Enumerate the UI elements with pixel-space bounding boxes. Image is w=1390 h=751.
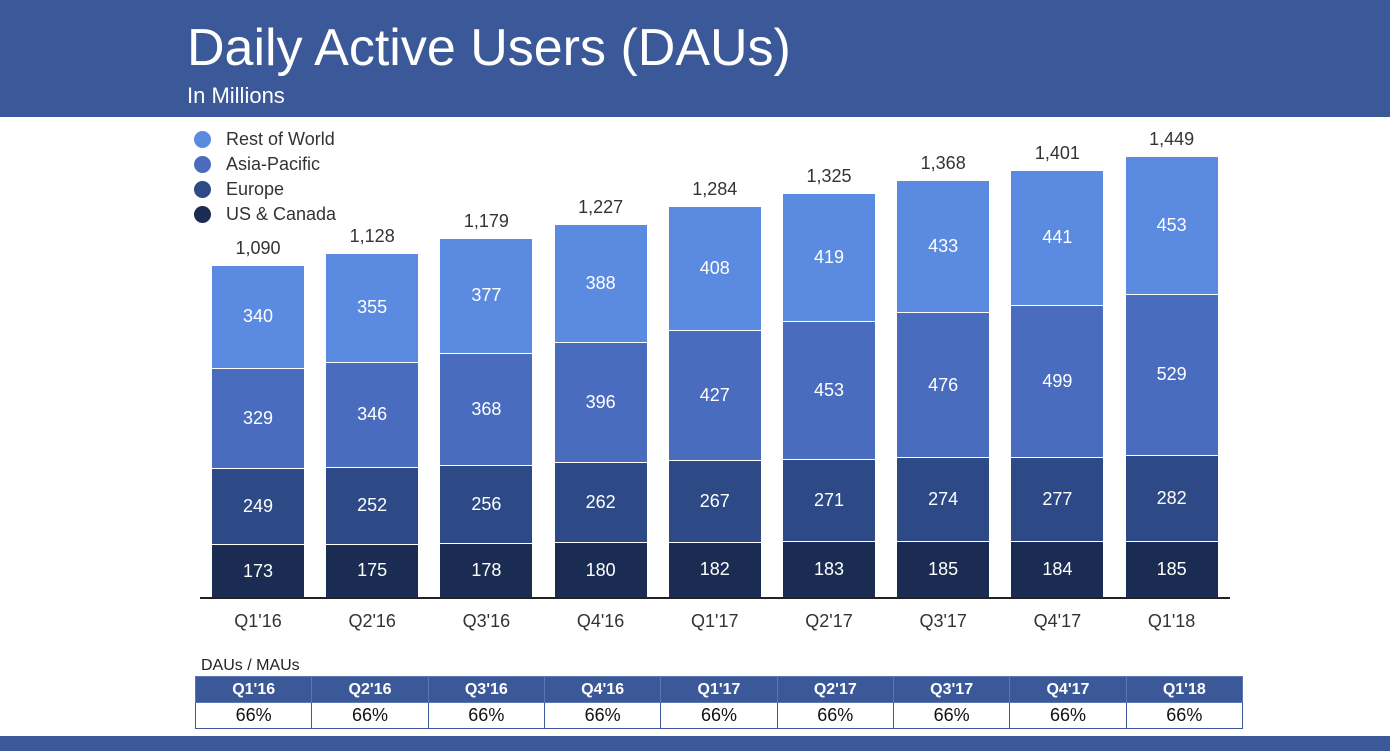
table-value-cell: 66% [892,702,1011,729]
bar-segment: 178 [440,542,533,597]
bar-total-label: 1,401 [1034,143,1080,164]
table-value-cell: 66% [660,702,778,729]
bar-segment: 453 [1125,155,1218,294]
table-header-cell: Q1'16 [194,676,313,703]
bar-segment: 175 [326,543,419,597]
x-tick-label: Q3'17 [919,611,967,631]
bar-segment: 388 [554,223,647,342]
bar-segment: 453 [783,320,875,459]
bar-total-label: 1,284 [692,178,738,199]
bar-segment: 329 [212,368,304,469]
bar-total-label: 1,128 [349,226,395,247]
bar-segment: 262 [554,462,647,543]
x-tick-label: Q1'16 [234,611,282,631]
bar-total-label: 1,090 [235,237,281,258]
dau-mau-table: Q1'16 Q2'16 Q3'16 Q4'16 Q1'17 Q2'17 Q3'17 Q4'17… [194,676,1244,729]
bar-total-label: 1,449 [1149,128,1195,149]
bar-total-label: 1,179 [463,210,509,231]
page-subtitle: In Millions [187,83,285,108]
bar-segment: 277 [1011,456,1104,541]
bar-segment: 267 [668,460,761,542]
bar-total-label: 1,368 [920,153,966,174]
legend-label: Europe [226,179,285,199]
legend-label: US & Canada [226,204,337,224]
table-value-cell: 66% [194,702,313,729]
bar-segment: 476 [897,312,990,458]
legend-item: US & Canada [194,202,336,227]
legend-item: Asia-Pacific [194,152,336,177]
bar-segment: 368 [440,352,533,465]
x-tick-label: Q1'18 [1147,611,1196,631]
legend-item: Rest of World [194,127,336,152]
table-value-cell: 66% [427,702,545,729]
footer-band [0,736,1390,751]
bar-total-label: 1,325 [806,166,852,187]
table-value-cell: 66% [543,702,662,729]
x-tick-label: Q1'17 [691,611,739,631]
legend: Rest of World Asia-Pacific Europe US & Cana… [194,127,336,227]
bar-segment: 249 [212,468,304,545]
bar-segment: 182 [668,541,761,597]
bar-segment: 499 [1011,304,1104,457]
table-header-cell: Q1'17 [660,676,778,703]
bar-segment: 256 [440,464,533,543]
legend-swatch-icon [194,131,211,148]
table-label: DAUs / MAUs [201,657,300,674]
header-band: Daily Active Users (DAUs) In Millions [0,0,1390,117]
bar-segment: 274 [897,457,990,541]
bar-total-label: 1,227 [578,196,624,217]
legend-item: Europe [194,177,336,202]
bar-segment: 346 [326,361,419,467]
bar-segment: 183 [783,541,875,597]
x-tick-label: Q2'16 [348,611,396,631]
bar-segment: 441 [1011,170,1104,305]
table-value-cell: 66% [1009,702,1127,729]
bar-segment: 184 [1011,540,1104,597]
bar-segment: 173 [212,544,304,597]
table-header-cell: Q4'16 [543,676,662,703]
table-value-cell: 66% [311,702,429,729]
stacked-bar-chart: 173 249 329 340 1,090 Q1'16 175 252 346 355 1,128 Q… [212,128,1218,631]
table-header-cell: Q1'18 [1125,676,1244,703]
bar-segment: 396 [554,341,647,463]
table-value-cell: 66% [776,702,894,729]
bar-segment: 185 [897,540,990,597]
x-tick-label: Q4'17 [1033,611,1082,631]
legend-swatch-icon [194,156,211,173]
bar-segment: 529 [1125,293,1218,455]
bar-segment: 355 [326,253,419,362]
legend-label: Asia-Pacific [226,154,321,174]
page-title: Daily Active Users (DAUs) [187,19,791,77]
table-value-cell: 66% [1125,702,1244,729]
x-tick-label: Q4'16 [576,611,625,631]
legend-label: Rest of World [226,129,335,149]
bar-segment: 271 [783,458,875,542]
bar-segment: 377 [440,237,533,353]
table-header-cell: Q3'17 [892,676,1011,703]
legend-swatch-icon [194,206,211,223]
bar-segment: 252 [326,466,419,544]
table-header-cell: Q2'16 [311,676,429,703]
table-header-cell: Q3'16 [427,676,545,703]
bar-segment: 180 [554,542,647,597]
bar-segment: 419 [783,193,875,321]
x-axis-line [200,597,1230,599]
bar-segment: 282 [1125,454,1218,541]
bar-segment: 185 [1125,540,1218,597]
bar-segment: 408 [668,205,761,331]
x-tick-label: Q2'17 [805,611,853,631]
x-tick-label: Q3'16 [462,611,511,631]
bar-segment: 427 [668,330,761,461]
table-header-cell: Q2'17 [776,676,894,703]
table-header-cell: Q4'17 [1009,676,1127,703]
legend-swatch-icon [194,181,211,198]
bar-segment: 340 [212,264,304,369]
bar-segment: 433 [897,180,990,313]
